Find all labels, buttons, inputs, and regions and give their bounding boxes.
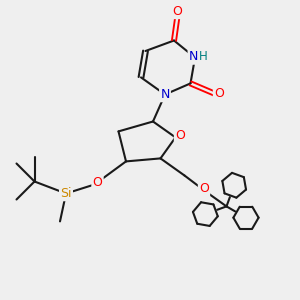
Text: H: H (199, 50, 208, 64)
Text: O: O (214, 87, 224, 100)
Text: O: O (93, 176, 102, 190)
Text: N: N (160, 88, 170, 101)
Text: N: N (189, 50, 198, 64)
Text: Si: Si (60, 187, 72, 200)
Text: O: O (173, 5, 182, 18)
Text: O: O (175, 129, 185, 142)
Text: O: O (199, 182, 209, 196)
